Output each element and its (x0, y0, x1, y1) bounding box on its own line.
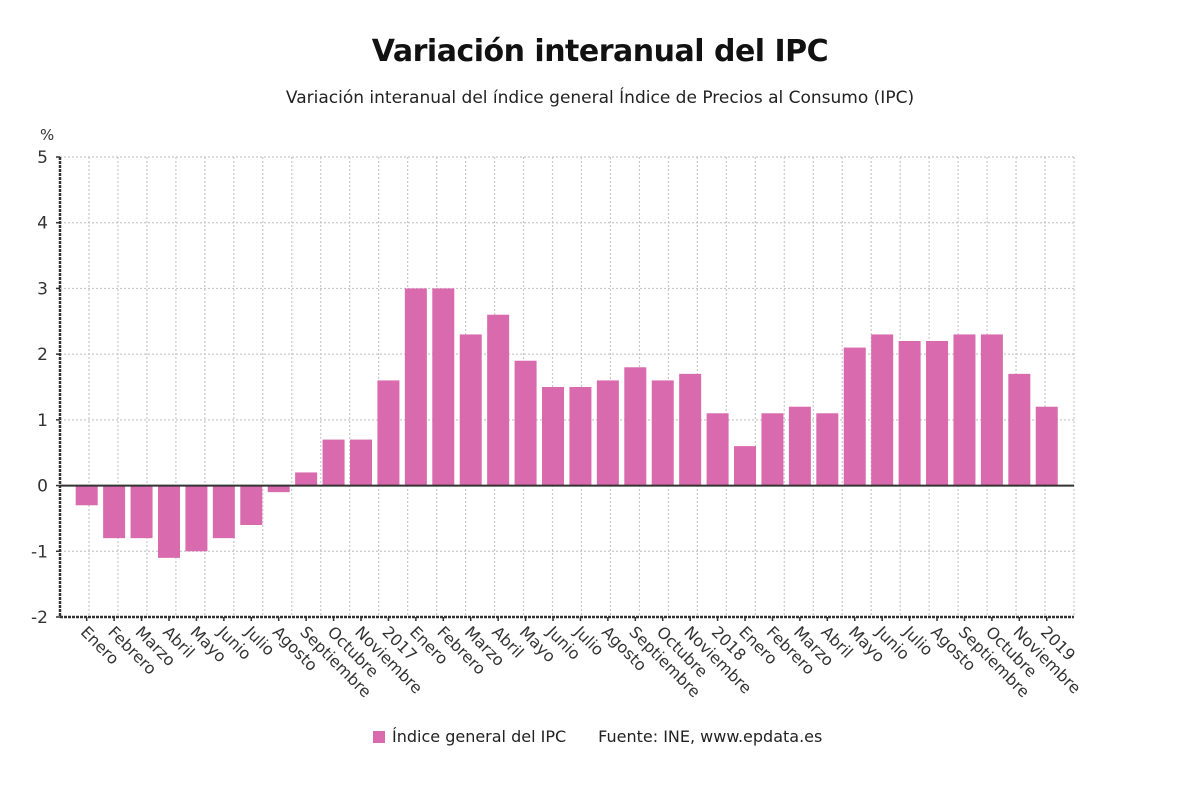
bar (953, 334, 976, 486)
x-axis-ticks: EneroFebreroMarzoAbrilMayoJunioJulioAgos… (77, 617, 1085, 701)
bar (980, 334, 1003, 486)
bar (651, 380, 674, 486)
bars (75, 288, 1058, 558)
bar (75, 485, 98, 506)
bar (295, 472, 318, 486)
axes (58, 157, 1074, 619)
y-axis-unit-label: % (40, 126, 54, 144)
bar (432, 288, 455, 486)
bar (240, 485, 263, 525)
bar (157, 485, 180, 558)
bar (267, 485, 290, 493)
bar (624, 367, 647, 486)
y-tick-label: 2 (37, 345, 48, 365)
y-tick-label: -1 (31, 542, 48, 562)
bar (185, 485, 208, 552)
bar (377, 380, 400, 486)
bar (816, 413, 839, 486)
bar (788, 406, 811, 486)
bar (404, 288, 427, 486)
bar (514, 360, 537, 486)
bar (1035, 406, 1058, 486)
bar (706, 413, 729, 486)
legend: Índice general del IPC Fuente: INE, www.… (373, 727, 822, 746)
bar (1008, 373, 1031, 486)
y-tick-label: -2 (31, 608, 48, 628)
chart-title: Variación interanual del IPC (371, 34, 829, 69)
y-tick-label: 3 (37, 279, 48, 299)
y-tick-label: 0 (37, 477, 48, 497)
legend-series-label: Índice general del IPC (392, 727, 567, 746)
bar (130, 485, 153, 539)
bar (843, 347, 866, 486)
source-label: Fuente: INE, www.epdata.es (598, 727, 823, 746)
y-tick-label: 4 (37, 214, 48, 234)
grid (60, 156, 1075, 617)
y-tick-label: 1 (37, 411, 48, 431)
bar (212, 485, 235, 539)
bar (898, 341, 921, 486)
bar (322, 439, 345, 486)
bar (487, 314, 510, 486)
bar (679, 373, 702, 486)
y-axis-ticks: -2 -1 0 1 2 3 4 5 (31, 148, 60, 628)
bar (871, 334, 894, 486)
bar (569, 387, 592, 486)
bar (734, 446, 757, 486)
bar (542, 387, 565, 486)
bar (103, 485, 126, 539)
bar (596, 380, 619, 486)
y-tick-label: 5 (37, 148, 48, 168)
bar (350, 439, 372, 486)
legend-swatch (373, 730, 385, 743)
bar (926, 341, 949, 486)
bar (761, 413, 784, 486)
bar (459, 334, 482, 486)
chart-subtitle: Variación interanual del índice general … (285, 88, 915, 108)
